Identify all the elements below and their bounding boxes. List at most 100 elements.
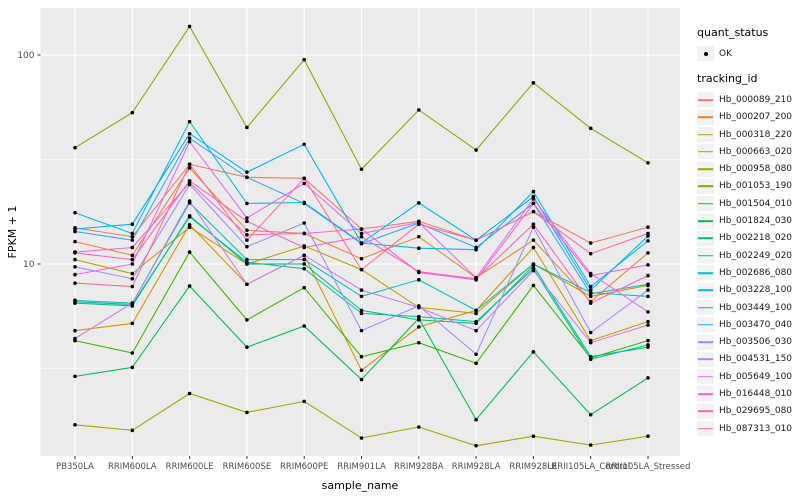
data-point bbox=[359, 294, 364, 299]
data-point bbox=[130, 222, 135, 227]
data-point bbox=[73, 281, 77, 285]
data-point bbox=[646, 231, 650, 236]
legend-item-label: Hb_003470_040 bbox=[719, 319, 793, 330]
data-point bbox=[531, 262, 536, 266]
data-point bbox=[359, 234, 364, 239]
legend-item-tracking-id: Hb_016448_010 bbox=[697, 385, 797, 402]
data-point bbox=[302, 257, 307, 262]
legend-item-tracking-id: Hb_004531_150 bbox=[697, 351, 797, 368]
data-point bbox=[531, 189, 536, 194]
data-point bbox=[187, 166, 192, 170]
data-point bbox=[73, 336, 77, 341]
data-point bbox=[130, 262, 135, 266]
data-point bbox=[187, 119, 192, 124]
legend-item-label: OK bbox=[719, 48, 732, 59]
data-point bbox=[417, 278, 421, 282]
legend: quant_status OK tracking_id Hb_000089_21… bbox=[697, 26, 797, 447]
legend-item-label: Hb_087313_010 bbox=[719, 423, 793, 434]
data-point bbox=[646, 319, 650, 324]
data-point bbox=[130, 257, 135, 262]
data-point bbox=[302, 285, 307, 290]
data-point bbox=[302, 262, 307, 266]
legend-key bbox=[697, 421, 714, 437]
data-point bbox=[73, 328, 77, 333]
data-point bbox=[302, 324, 307, 328]
y-tick-label: 100 bbox=[17, 51, 34, 61]
line-swatch-icon bbox=[698, 289, 713, 291]
data-point bbox=[531, 201, 536, 206]
legend-key bbox=[697, 127, 714, 143]
data-point bbox=[245, 201, 249, 206]
data-point bbox=[417, 318, 421, 322]
line-swatch-icon bbox=[698, 116, 713, 119]
x-axis-title: sample_name bbox=[321, 479, 399, 492]
data-point bbox=[359, 241, 364, 246]
legend-key bbox=[697, 403, 714, 419]
data-point bbox=[474, 148, 478, 152]
data-point bbox=[130, 351, 135, 355]
legend-key bbox=[697, 334, 714, 350]
legend-item-label: Hb_002249_020 bbox=[719, 250, 793, 261]
data-point bbox=[646, 225, 650, 229]
legend-key bbox=[697, 265, 714, 281]
data-point bbox=[302, 266, 307, 271]
data-point bbox=[302, 253, 307, 258]
legend-key bbox=[697, 144, 714, 160]
legend-item-tracking-id: Hb_000207_200 bbox=[697, 109, 797, 126]
data-point bbox=[245, 170, 249, 174]
legend-item-tracking-id: Hb_003449_100 bbox=[697, 299, 797, 316]
line-swatch-icon bbox=[698, 272, 713, 274]
data-point bbox=[646, 310, 650, 314]
data-point bbox=[245, 410, 249, 415]
legend-key bbox=[697, 386, 714, 402]
data-point bbox=[588, 284, 593, 289]
line-swatch-icon bbox=[698, 151, 713, 153]
legend-item-tracking-id: Hb_003470_040 bbox=[697, 316, 797, 333]
data-point bbox=[588, 126, 593, 131]
data-point bbox=[187, 24, 192, 29]
legend-item-label: Hb_000089_210 bbox=[719, 94, 793, 105]
data-point bbox=[302, 231, 307, 236]
line-swatch-icon bbox=[698, 324, 713, 326]
data-point bbox=[130, 234, 135, 239]
data-point bbox=[588, 330, 593, 335]
data-point bbox=[588, 412, 593, 417]
data-point bbox=[359, 436, 364, 440]
data-point bbox=[474, 352, 478, 357]
data-point bbox=[417, 269, 421, 274]
legend-item-label: Hb_005649_100 bbox=[719, 371, 793, 382]
data-point bbox=[130, 245, 135, 250]
legend-item-tracking-id: Hb_001504_010 bbox=[697, 195, 797, 212]
data-point bbox=[417, 340, 421, 345]
data-point bbox=[646, 376, 650, 380]
data-point bbox=[187, 391, 192, 396]
data-point bbox=[646, 263, 650, 267]
line-swatch-icon bbox=[698, 306, 713, 309]
data-point bbox=[359, 288, 364, 292]
data-point bbox=[130, 428, 135, 433]
legend-key bbox=[697, 317, 714, 333]
data-point bbox=[417, 314, 421, 319]
legend-item-label: Hb_000663_020 bbox=[719, 146, 793, 157]
data-point bbox=[245, 238, 249, 242]
data-point bbox=[531, 222, 536, 227]
data-point bbox=[417, 108, 421, 112]
data-point bbox=[245, 232, 249, 237]
data-point bbox=[646, 251, 650, 255]
data-point bbox=[245, 125, 249, 130]
data-point bbox=[531, 81, 536, 85]
data-point bbox=[474, 311, 478, 316]
data-point bbox=[588, 241, 593, 245]
data-point bbox=[245, 260, 249, 265]
line-swatch-icon bbox=[698, 202, 713, 205]
data-point bbox=[474, 276, 478, 281]
data-point bbox=[245, 228, 249, 233]
legend-item-tracking-id: Hb_003228_100 bbox=[697, 282, 797, 299]
data-point bbox=[73, 298, 77, 303]
legend-key bbox=[697, 351, 714, 367]
data-point bbox=[187, 139, 192, 144]
data-point bbox=[417, 222, 421, 227]
data-point bbox=[359, 377, 364, 382]
data-point bbox=[588, 354, 593, 359]
x-tick-label: RRIM600LE bbox=[166, 462, 214, 472]
